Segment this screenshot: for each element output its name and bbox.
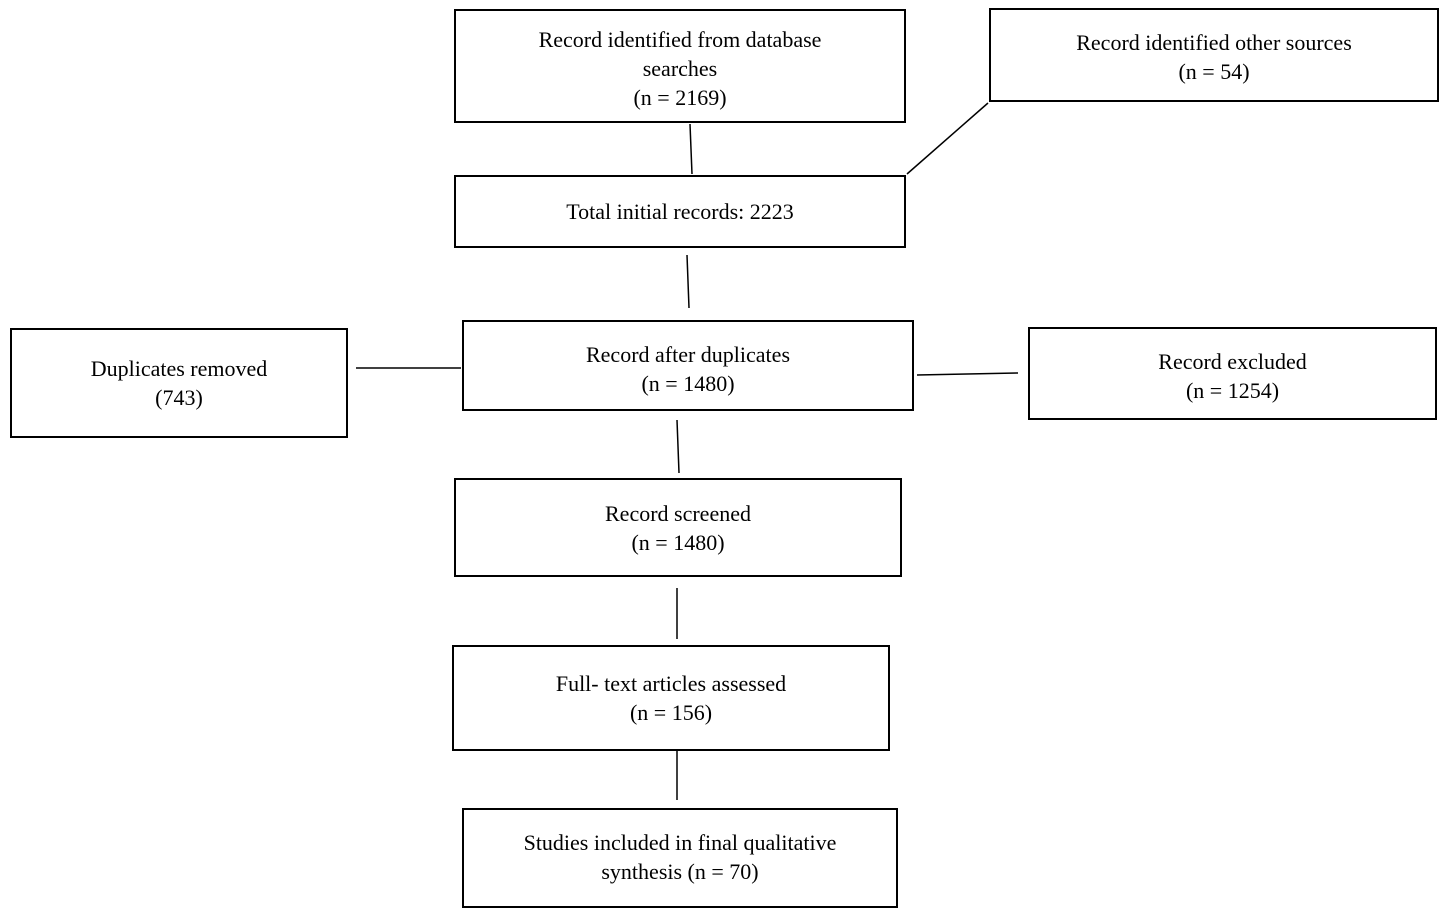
connector-other-to-total (907, 103, 988, 174)
node-full-text-assessed-line-1: Full- text articles assessed (556, 669, 786, 698)
node-full-text-assessed-line-2: (n = 156) (630, 698, 712, 727)
node-database-records: Record identified from database searches… (454, 9, 906, 123)
node-database-records-line-1: Record identified from database (539, 25, 822, 54)
node-record-after-duplicates-line-2: (n = 1480) (641, 369, 734, 398)
node-record-excluded-line-2: (n = 1254) (1186, 376, 1279, 405)
node-record-excluded-line-1: Record excluded (1158, 347, 1306, 376)
node-record-screened: Record screened (n = 1480) (454, 478, 902, 577)
node-record-after-duplicates-line-1: Record after duplicates (586, 340, 790, 369)
node-database-records-line-3: (n = 2169) (633, 83, 726, 112)
connector-database-to-total (690, 124, 692, 174)
node-other-sources-line-2: (n = 54) (1178, 57, 1249, 86)
node-total-initial-records-line-1: Total initial records: 2223 (566, 197, 794, 226)
node-studies-included: Studies included in final qualitative sy… (462, 808, 898, 908)
node-duplicates-removed-line-2: (743) (155, 383, 203, 412)
node-other-sources: Record identified other sources (n = 54) (989, 8, 1439, 102)
node-studies-included-line-2: synthesis (n = 70) (601, 857, 758, 886)
node-record-screened-line-2: (n = 1480) (631, 528, 724, 557)
node-other-sources-line-1: Record identified other sources (1076, 28, 1352, 57)
node-full-text-assessed: Full- text articles assessed (n = 156) (452, 645, 890, 751)
node-duplicates-removed: Duplicates removed (743) (10, 328, 348, 438)
connector-after-duplicates-to-screened (677, 420, 679, 473)
connector-total-to-after-duplicates (687, 255, 689, 308)
node-record-excluded: Record excluded (n = 1254) (1028, 327, 1437, 420)
node-database-records-line-2: searches (643, 54, 718, 83)
connector-after-duplicates-to-excluded (917, 373, 1018, 375)
node-total-initial-records: Total initial records: 2223 (454, 175, 906, 248)
node-record-after-duplicates: Record after duplicates (n = 1480) (462, 320, 914, 411)
node-studies-included-line-1: Studies included in final qualitative (524, 828, 837, 857)
node-record-screened-line-1: Record screened (605, 499, 751, 528)
node-duplicates-removed-line-1: Duplicates removed (91, 354, 268, 383)
